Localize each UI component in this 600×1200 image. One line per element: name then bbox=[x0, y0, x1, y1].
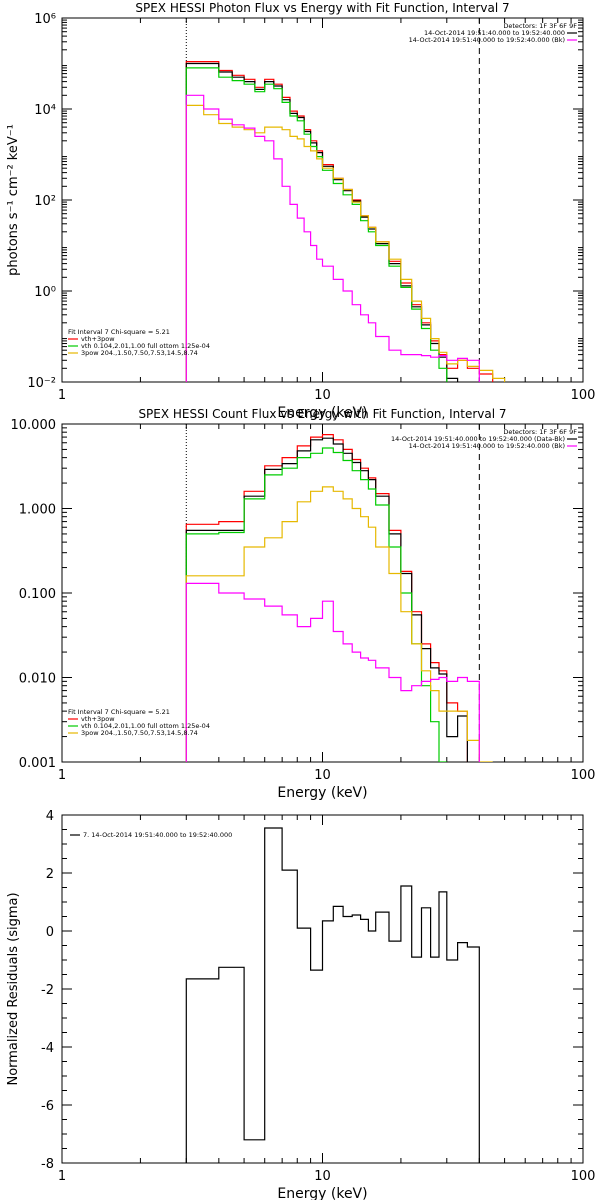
chart-title: SPEX HESSI Photon Flux vs Energy with Fi… bbox=[135, 1, 509, 15]
x-tick-label: 10 bbox=[314, 388, 331, 403]
legend-entry: vth 0.104,2.01,1.00 full ottom 1.25e-04 bbox=[81, 342, 210, 350]
legend-entry: 3pow 204.,1.50,7.50,7.53,14.5,8.74 bbox=[81, 729, 198, 737]
legend: Fit Interval 7 Chi-square = 5.21vth+3pow… bbox=[68, 708, 210, 737]
x-tick-label: 10 bbox=[314, 1169, 331, 1184]
x-tick-label: 1 bbox=[58, 768, 66, 783]
y-tick-label: 0 bbox=[46, 925, 54, 940]
legend-header: Fit Interval 7 Chi-square = 5.21 bbox=[68, 708, 170, 716]
y-tick-label: 0.001 bbox=[19, 756, 56, 771]
y-tick-label: 10⁰ bbox=[34, 285, 56, 300]
y-axis-label: Normalized Residuals (sigma) bbox=[6, 892, 21, 1085]
y-tick-label: 1.000 bbox=[19, 503, 56, 518]
legend-entry: 7. 14-Oct-2014 19:51:40.000 to 19:52:40.… bbox=[83, 831, 232, 839]
y-tick-label: 10.000 bbox=[11, 418, 57, 433]
y-tick-label: 10² bbox=[34, 194, 56, 209]
series-line-5 bbox=[185, 582, 480, 762]
x-axis-label: Energy (keV) bbox=[277, 785, 367, 801]
legend-entry: 14-Oct-2014 19:51:40.000 to 19:52:40.000… bbox=[409, 36, 565, 44]
x-tick-label: 1 bbox=[58, 1169, 66, 1184]
chart-title: SPEX HESSI Count Flux vs Energy with Fit… bbox=[138, 407, 506, 421]
legend-entry: vth+3pow bbox=[81, 715, 115, 723]
legend-header: Detectors: 1F 3F 6F 9F bbox=[503, 22, 577, 30]
legend-entry: 14-Oct-2014 19:51:40.000 to 19:52:40.000… bbox=[409, 442, 565, 450]
legend-header: Detectors: 1F 3F 6F 9F bbox=[503, 428, 577, 436]
series-line-5 bbox=[185, 94, 480, 382]
legend: Fit Interval 7 Chi-square = 5.21vth+3pow… bbox=[68, 328, 210, 357]
legend: 7. 14-Oct-2014 19:51:40.000 to 19:52:40.… bbox=[70, 831, 232, 839]
x-tick-label: 1 bbox=[58, 388, 66, 403]
chart-panel-3: 1 10 100 Energy (keV) -8 -6 -4 -2 0 2 4 Normalized … bbox=[6, 809, 595, 1200]
y-tick-label: 0.010 bbox=[19, 672, 56, 687]
legend-entry: 3pow 204.,1.50,7.50,7.53,14.5,8.74 bbox=[81, 349, 198, 357]
x-axis-label: Energy (keV) bbox=[277, 405, 367, 421]
y-tick-label: 4 bbox=[46, 809, 54, 824]
y-tick-label: 10⁶ bbox=[34, 12, 56, 27]
y-tick-label: -8 bbox=[41, 1157, 54, 1172]
chart-panel-2: SPEX HESSI Count Flux vs Energy with Fit… bbox=[11, 407, 596, 801]
y-tick-label: -6 bbox=[41, 1099, 54, 1114]
y-tick-label: -4 bbox=[41, 1041, 54, 1056]
y-axis-label: photons s⁻¹ cm⁻² keV⁻¹ bbox=[6, 124, 21, 276]
x-tick-label: 100 bbox=[571, 388, 596, 403]
x-tick-label: 100 bbox=[571, 768, 596, 783]
legend-entry: vth+3pow bbox=[81, 335, 115, 343]
legend-entry: 14-Oct-2014 19:51:40.000 to 19:52:40.000… bbox=[391, 435, 565, 443]
series-line-1 bbox=[185, 827, 480, 1163]
x-axis-label: Energy (keV) bbox=[277, 1186, 367, 1200]
x-tick-label: 100 bbox=[571, 1169, 596, 1184]
chart-panel-1: SPEX HESSI Photon Flux vs Energy with Fi… bbox=[6, 1, 595, 421]
y-tick-label: 10⁴ bbox=[34, 103, 56, 118]
series-line-4 bbox=[185, 486, 493, 762]
x-tick-label: 10 bbox=[314, 768, 331, 783]
legend-entry: 14-Oct-2014 19:51:40.000 to 19:52:40.000 bbox=[424, 29, 565, 37]
legend-header: Fit Interval 7 Chi-square = 5.21 bbox=[68, 328, 170, 336]
y-tick-label: 2 bbox=[46, 867, 54, 882]
y-tick-label: 10⁻² bbox=[27, 376, 56, 391]
y-tick-label: -2 bbox=[41, 983, 54, 998]
y-tick-label: 0.100 bbox=[19, 587, 56, 602]
legend-entry: vth 0.104,2.01,1.00 full ottom 1.25e-04 bbox=[81, 722, 210, 730]
